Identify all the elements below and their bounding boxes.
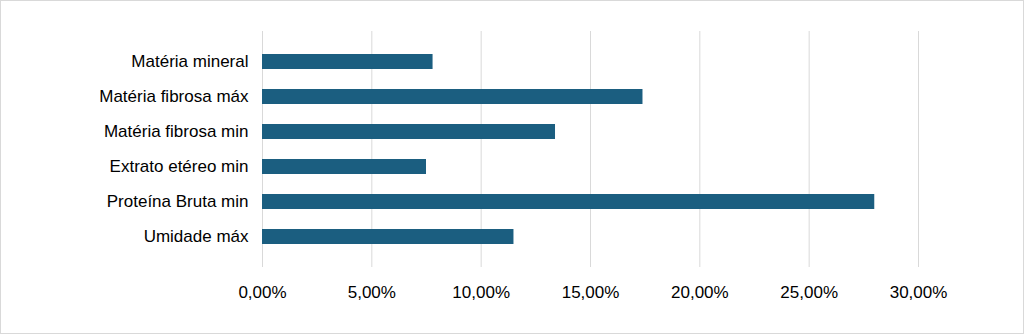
- svg-text:0,00%: 0,00%: [238, 283, 286, 302]
- svg-text:Extrato etéreo min: Extrato etéreo min: [110, 157, 249, 176]
- svg-text:30,00%: 30,00%: [890, 283, 948, 302]
- svg-text:15,00%: 15,00%: [562, 283, 620, 302]
- svg-text:Proteína Bruta min: Proteína Bruta min: [107, 192, 249, 211]
- svg-text:10,00%: 10,00%: [452, 283, 510, 302]
- svg-text:Umidade máx: Umidade máx: [144, 227, 249, 246]
- svg-text:Matéria fibrosa min: Matéria fibrosa min: [104, 122, 249, 141]
- svg-text:5,00%: 5,00%: [348, 283, 396, 302]
- svg-text:20,00%: 20,00%: [671, 283, 729, 302]
- svg-text:25,00%: 25,00%: [780, 283, 838, 302]
- svg-text:Matéria fibrosa máx: Matéria fibrosa máx: [99, 87, 249, 106]
- svg-text:Matéria mineral: Matéria mineral: [131, 52, 248, 71]
